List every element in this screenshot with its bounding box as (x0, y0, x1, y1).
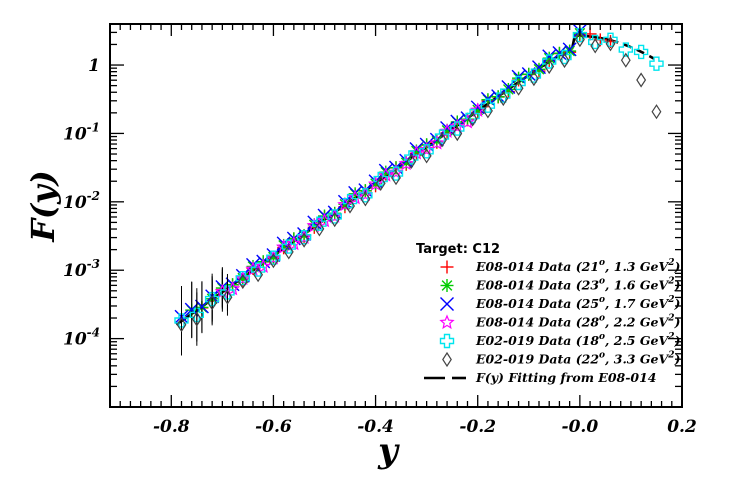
x-tick-label: -0.0 (562, 417, 599, 437)
data-point (511, 75, 526, 91)
data-point (337, 196, 353, 212)
data-point (235, 270, 251, 286)
y-tick-label: 1 (88, 56, 100, 76)
data-point (552, 46, 567, 61)
data-point (467, 111, 478, 127)
data-point (452, 125, 463, 142)
data-point (253, 267, 264, 283)
legend-marker (442, 351, 452, 368)
legend: Target: C12 E08-014 Data (21o, 1.3 GeV2)… (416, 242, 680, 385)
data-point (222, 289, 233, 305)
data-point (618, 42, 633, 57)
legend-label: E08-014 Data (25o, 1.7 GeV2) (475, 295, 680, 311)
data-point (255, 258, 271, 274)
data-point (391, 170, 401, 186)
data-point (281, 239, 296, 254)
legend-title: Target: C12 (416, 242, 500, 257)
legend-marker (440, 279, 454, 292)
data-point (337, 194, 352, 209)
data-point (513, 80, 524, 96)
data-point (367, 176, 384, 191)
series-6 (176, 32, 662, 356)
data-point (620, 52, 631, 68)
x-tick-label: 0.2 (667, 417, 697, 437)
legend-label: E02-019 Data (22o, 3.3 GeV2) (475, 351, 680, 367)
legend-marker (440, 260, 454, 274)
data-point (429, 134, 445, 150)
data-point (590, 38, 601, 54)
legend-label: E08-014 Data (21o, 1.3 GeV2) (475, 258, 680, 274)
y-axis-title: F(y) (24, 170, 62, 243)
data-point (482, 103, 493, 119)
legend-marker (440, 297, 454, 311)
data-point (406, 153, 417, 170)
x-axis-title: y (377, 431, 400, 471)
legend-label: E02-019 Data (18o, 2.5 GeV2) (475, 332, 680, 348)
data-points-layer (174, 23, 664, 356)
data-point (286, 235, 302, 251)
x-tick-label: -0.4 (357, 417, 394, 437)
data-point (651, 104, 662, 120)
data-point (342, 193, 358, 209)
x-tick-label: -0.6 (255, 417, 292, 437)
data-point (207, 295, 218, 311)
data-point (544, 58, 555, 75)
data-point (237, 273, 248, 290)
x-axis: -0.8 -0.6 -0.4 -0.2 -0.0 0.2 (119, 24, 697, 437)
legend-marker (439, 333, 455, 349)
legend-marker (439, 314, 455, 330)
data-point (345, 198, 356, 214)
data-point (191, 311, 202, 327)
data-point (436, 132, 447, 148)
data-point (542, 49, 557, 64)
data-point (347, 189, 363, 205)
data-point (268, 253, 279, 269)
data-point (450, 121, 465, 136)
data-point (542, 54, 557, 69)
data-point (440, 120, 455, 135)
data-point (307, 215, 322, 230)
y-axis: 1 10-1 10-2 10-3 10-4 (63, 31, 682, 408)
data-point (265, 250, 282, 265)
data-point (360, 191, 371, 207)
data-point (398, 155, 414, 171)
data-point (480, 98, 496, 113)
data-point (329, 211, 340, 228)
data-point (176, 317, 187, 333)
data-point (498, 90, 509, 107)
y-tick-label: 10-3 (63, 257, 100, 281)
data-point (314, 221, 325, 237)
data-point (299, 232, 310, 248)
data-point (559, 52, 570, 69)
data-point (459, 113, 476, 129)
x-tick-label: -0.8 (153, 417, 190, 437)
y-tick-label: 10-1 (63, 120, 100, 144)
data-point (649, 56, 664, 71)
data-point (633, 44, 649, 60)
data-point (388, 164, 404, 179)
data-point (562, 42, 577, 57)
y-tick-label: 10-4 (63, 326, 100, 350)
data-point (283, 244, 294, 260)
data-point (312, 216, 327, 231)
data-point (250, 262, 266, 277)
data-point (449, 118, 465, 134)
data-point (491, 89, 506, 104)
data-point (421, 148, 432, 164)
data-point (636, 72, 647, 88)
data-point (605, 36, 616, 52)
legend-label: E08-014 Data (28o, 2.2 GeV2) (475, 314, 680, 330)
data-point (418, 141, 435, 157)
x-tick-label: -0.2 (459, 417, 496, 437)
plot-frame (109, 23, 683, 408)
y-tick-label: 10-2 (63, 189, 100, 213)
legend-label: E08-014 Data (23o, 1.6 GeV2) (475, 277, 680, 293)
data-point (574, 32, 585, 48)
legend-label-fit: F(y) Fitting from E08-014 (475, 370, 657, 385)
data-point (375, 175, 386, 192)
data-point (528, 70, 539, 87)
